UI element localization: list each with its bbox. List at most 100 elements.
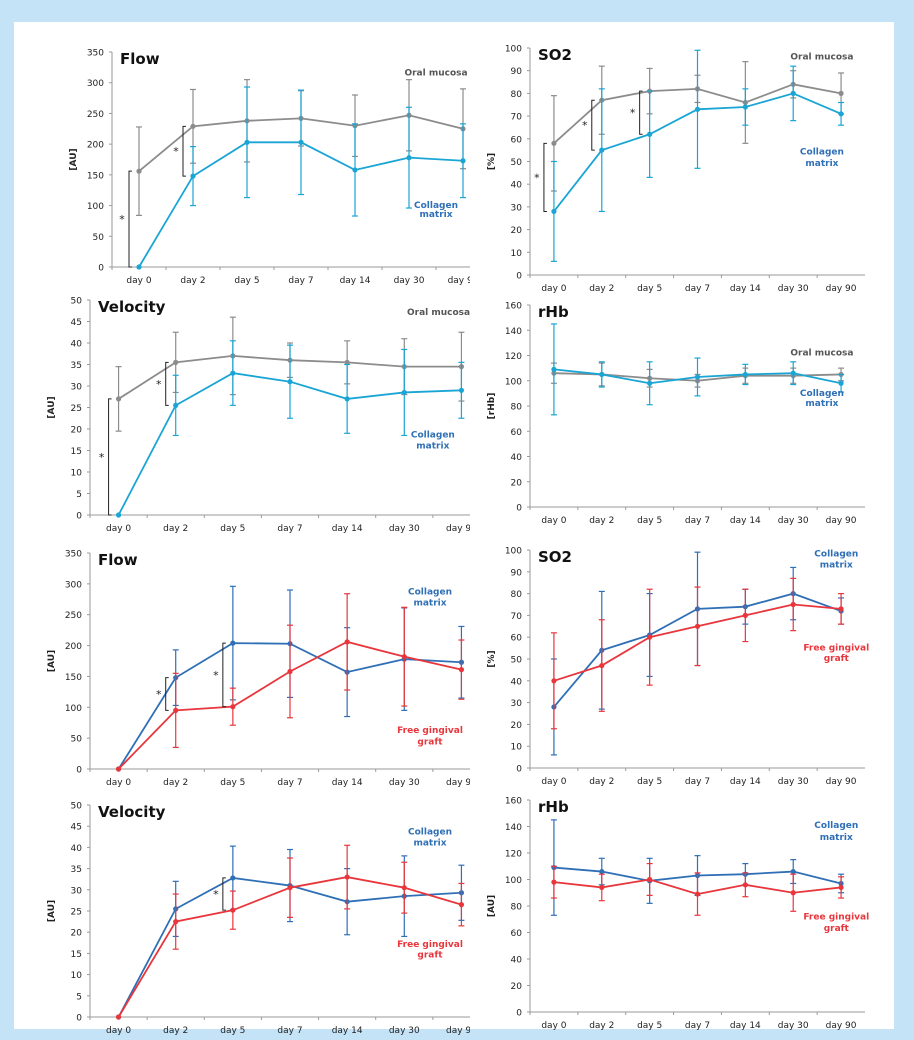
data-point	[173, 359, 179, 365]
data-point	[190, 173, 196, 179]
series-label: Free gingival	[803, 643, 869, 653]
y-tick-label: 50	[511, 656, 523, 666]
data-point	[458, 667, 465, 673]
y-axis-label: [%]	[487, 153, 497, 170]
x-tick-label: day 90	[826, 1021, 857, 1031]
data-point	[599, 662, 605, 669]
series-label: Collagen	[408, 587, 452, 597]
series-label: Oral mucosa	[407, 308, 470, 318]
data-point	[230, 640, 236, 646]
y-tick-label: 160	[505, 797, 522, 807]
significance-bracket	[543, 142, 547, 212]
y-tick-label: 100	[65, 704, 82, 714]
y-tick-label: 350	[87, 49, 104, 59]
y-tick-label: 80	[511, 90, 523, 100]
y-tick-label: 10	[511, 249, 523, 259]
data-point	[838, 380, 844, 386]
chart-svg: 0 20 40 60 80 100 120 140 160 day 0 day 2 day 5 day …	[487, 302, 865, 526]
series-label: matrix	[416, 441, 449, 451]
series-label: Free gingival	[397, 940, 463, 950]
y-tick-label: 150	[65, 673, 82, 683]
x-tick-label: day 7	[685, 1021, 710, 1031]
x-tick-label: day 0	[541, 284, 566, 294]
y-tick-label: 15	[71, 447, 82, 457]
x-tick-label: day 5	[637, 284, 662, 294]
data-point	[460, 158, 466, 164]
data-point	[244, 139, 250, 145]
data-point	[742, 882, 748, 888]
y-tick-label: 70	[511, 113, 523, 123]
y-tick-label: 35	[71, 361, 82, 371]
significance-bracket	[165, 361, 169, 406]
x-tick-label: day 0	[106, 524, 131, 534]
data-point	[173, 707, 179, 713]
series-label: matrix	[805, 159, 838, 169]
x-tick-label: day 90	[446, 778, 470, 788]
data-point	[742, 104, 748, 110]
x-tick-label: day 5	[637, 516, 662, 526]
significance-star: *	[213, 888, 219, 901]
series-label: matrix	[419, 210, 452, 220]
x-tick-label: day 90	[826, 516, 857, 526]
significance-bracket	[182, 125, 186, 177]
y-tick-label: 300	[65, 580, 82, 590]
data-point	[115, 1014, 122, 1020]
chart-velocity-collagen-vs-fgg: 0 5 10 15 20 25 30 35 40 45 50 day 0 day 2 day 5 day 7…	[30, 795, 490, 1036]
y-tick-label: 160	[505, 302, 522, 312]
significance-star: *	[156, 378, 162, 391]
data-point	[599, 868, 605, 875]
series-free-gingival-graft	[550, 577, 845, 730]
series-free-gingival-graft	[115, 844, 465, 1020]
chart-title: Flow	[98, 551, 138, 569]
y-tick-label: 250	[65, 611, 82, 621]
y-axis-label: [AU]	[69, 148, 79, 170]
x-tick-label: day 14	[332, 1026, 363, 1035]
data-point	[647, 380, 653, 386]
x-tick-label: day 5	[637, 1021, 662, 1031]
y-tick-label: 40	[511, 181, 523, 191]
y-tick-label: 60	[511, 428, 523, 438]
data-point	[115, 766, 122, 772]
series-label: matrix	[820, 560, 853, 570]
chart-svg: 0 50 100 150 200 250 300 350 day 0 day 2 day 5 day …	[47, 550, 490, 788]
x-tick-label: day 7	[685, 516, 710, 526]
x-tick-label: day 2	[163, 524, 188, 534]
series-label: Collagen	[800, 389, 844, 399]
y-tick-label: 80	[511, 403, 523, 413]
data-point	[599, 884, 605, 891]
y-tick-label: 60	[511, 634, 523, 644]
series-label: graft	[417, 951, 443, 961]
x-tick-label: day 7	[277, 778, 302, 788]
y-tick-label: 200	[87, 141, 104, 151]
y-tick-label: 50	[71, 735, 83, 745]
data-point	[838, 111, 844, 117]
data-point	[790, 90, 796, 96]
significance-star: *	[99, 451, 105, 464]
y-tick-label: 140	[505, 823, 522, 833]
series-collagen-matrix	[550, 49, 845, 262]
y-tick-label: 80	[511, 590, 523, 600]
x-tick-label: day 30	[778, 516, 809, 526]
significance-star: *	[534, 171, 540, 184]
significance-star: *	[119, 213, 125, 226]
data-point	[136, 264, 142, 270]
data-point	[551, 678, 557, 684]
significance-bracket	[591, 99, 595, 151]
data-point	[790, 370, 796, 376]
y-axis-label: [%]	[487, 650, 497, 667]
data-point	[136, 168, 142, 174]
y-tick-label: 25	[71, 404, 82, 414]
series-label: matrix	[805, 399, 838, 409]
x-tick-label: day 90	[826, 284, 857, 294]
y-tick-label: 10	[71, 469, 83, 479]
x-tick-label: day 2	[163, 1026, 188, 1035]
y-tick-label: 30	[511, 203, 523, 213]
chart-title: Velocity	[98, 803, 166, 821]
data-point	[838, 606, 844, 612]
x-tick-label: day 2	[589, 1021, 614, 1031]
series-label: Collagen	[408, 828, 452, 838]
figure-frame	[14, 22, 894, 1029]
chart-title: SO2	[538, 46, 572, 64]
x-tick-label: day 0	[106, 1026, 131, 1035]
data-point	[190, 123, 196, 129]
